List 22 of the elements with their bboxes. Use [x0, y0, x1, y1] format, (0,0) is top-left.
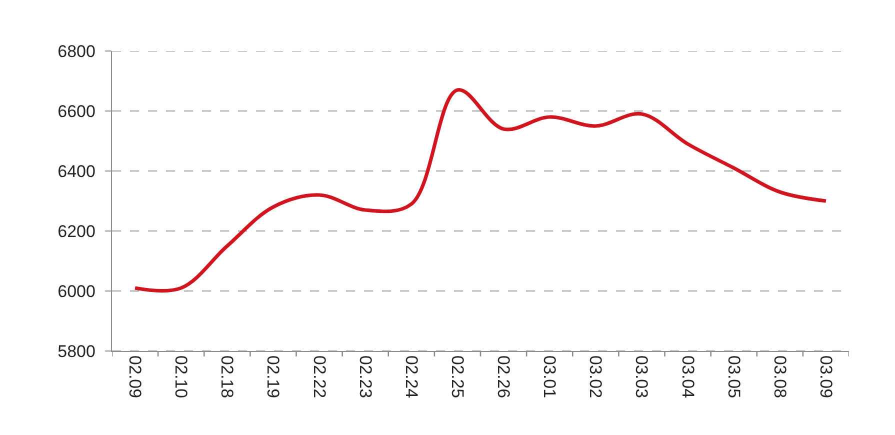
- y-tick-label: 5800: [58, 342, 96, 361]
- x-tick-label: 02.19: [264, 356, 283, 398]
- x-tick-label: 03.08: [770, 356, 790, 398]
- x-tick-label: 02.24: [402, 356, 421, 398]
- x-tick-label: 03.04: [678, 356, 698, 398]
- x-tick-label: 02.26: [494, 356, 514, 398]
- x-tick-label: 02.18: [218, 356, 237, 398]
- x-tick-label: 02.23: [356, 356, 375, 398]
- y-tick-label: 6200: [58, 222, 96, 241]
- x-tick-label: 03.09: [816, 356, 836, 398]
- y-tick-label: 6400: [58, 162, 96, 181]
- x-tick-label: 03.03: [632, 356, 652, 398]
- x-tick-label: 03.02: [586, 356, 606, 398]
- x-tick-label: 03.01: [540, 356, 560, 398]
- x-tick-label: 02.09: [126, 356, 145, 398]
- x-tick-label: 02.25: [448, 356, 467, 398]
- x-tick-label: 02.10: [172, 356, 191, 398]
- y-tick-label: 6800: [58, 42, 96, 61]
- y-tick-label: 6600: [58, 102, 96, 121]
- y-tick-label: 6000: [58, 282, 96, 301]
- x-tick-label: 02.22: [310, 356, 329, 398]
- x-tick-label: 03.05: [724, 356, 744, 398]
